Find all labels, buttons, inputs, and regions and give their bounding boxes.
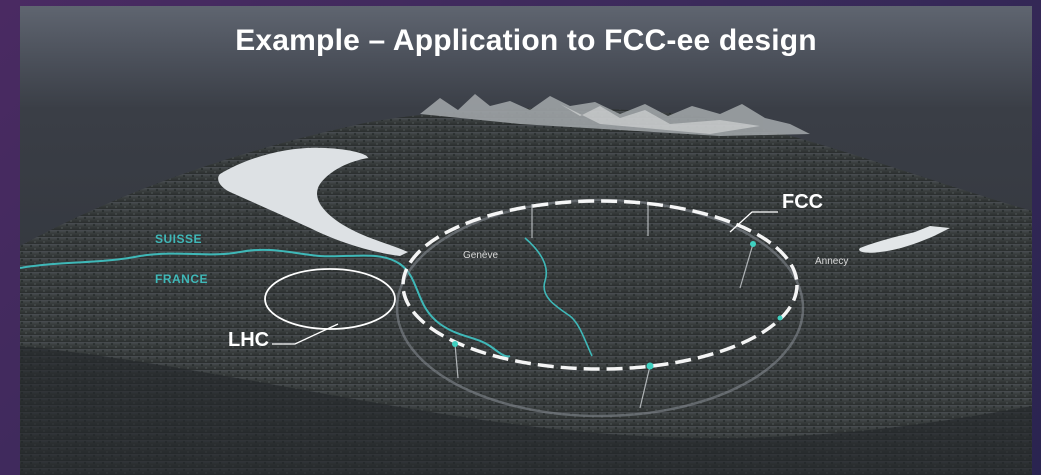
alps-mountains: [420, 94, 810, 136]
lhc-ring: [264, 268, 396, 330]
label-suisse: SUISSE: [155, 232, 203, 246]
lake-annecy: [859, 226, 950, 253]
lake-geneva: [218, 147, 408, 256]
shaft-points: [452, 241, 783, 370]
slide: Example – Application to FCC-ee design S…: [20, 6, 1032, 475]
label-geneve: Genève: [463, 250, 499, 261]
fcc-leader-line: [729, 211, 778, 233]
river: [524, 237, 593, 357]
label-france: FRANCE: [155, 272, 208, 286]
label-lhc: LHC: [228, 329, 270, 351]
label-fcc: FCC: [782, 191, 824, 213]
access-shafts: [454, 204, 754, 409]
terrain-map: [20, 94, 1032, 475]
fcc-ring-outer: [395, 198, 805, 418]
country-border: [20, 248, 511, 358]
slide-title: Example – Application to FCC-ee design: [235, 24, 817, 57]
label-annecy: Annecy: [815, 256, 849, 267]
lhc-leader-line: [272, 323, 339, 345]
fcc-ring: [401, 199, 799, 371]
